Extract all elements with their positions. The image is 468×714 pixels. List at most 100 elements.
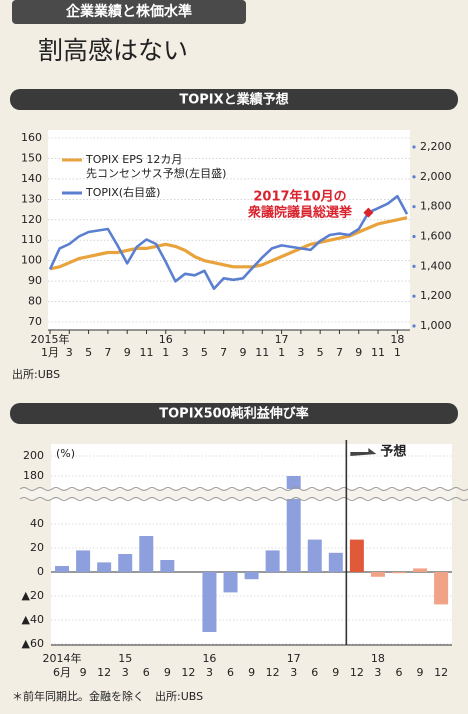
y-tick-label: 200 (23, 449, 44, 462)
x-tick-label: 12 (350, 666, 364, 679)
x-tick-label: 6 (395, 666, 402, 679)
y-tick-label: 110 (21, 233, 42, 246)
x-year-label: 18 (390, 333, 404, 346)
y-tick-label: ▲40 (22, 613, 44, 626)
bar (244, 572, 259, 580)
bar (97, 562, 112, 572)
x-tick-label: 9 (124, 346, 131, 359)
bar (307, 539, 322, 572)
header-tag: 企業業績と株価水準 (66, 3, 192, 20)
y-tick-label: 140 (21, 172, 42, 185)
break-wave (19, 497, 468, 501)
y2-tick-mark (412, 324, 416, 328)
bar (139, 536, 154, 572)
x-tick-label: 3 (182, 346, 189, 359)
y2-tick-mark (412, 294, 416, 298)
y-tick-label: ▲60 (22, 637, 44, 650)
x-tick-label: 11 (139, 346, 153, 359)
chart1-title: TOPIXと業績予想 (179, 92, 288, 108)
x-year-label: 2015年 (31, 332, 70, 346)
chart2-banner (10, 403, 458, 424)
x-tick-label: 6 (227, 666, 234, 679)
y-tick-label: 120 (21, 213, 42, 226)
legend-label: TOPIX EPS 12カ月先コンセンサス予想(左目盛) (85, 153, 226, 180)
y-tick-label: 180 (23, 469, 44, 482)
x-tick-label: 12 (181, 666, 195, 679)
x-tick-label: 5 (85, 346, 92, 359)
x-year-label: 16 (159, 333, 173, 346)
x-year-label: 2014年 (43, 651, 82, 665)
x-tick-label: 11 (255, 346, 269, 359)
bar (349, 539, 364, 572)
bar (413, 568, 428, 572)
plot-area (51, 444, 452, 645)
bar (76, 550, 91, 572)
x-tick-label: 3 (66, 346, 73, 359)
bar (391, 572, 406, 574)
source: 出所:UBS (12, 367, 60, 381)
x-tick-label: 9 (332, 666, 339, 679)
break-wave (19, 487, 468, 491)
x-tick-label: 3 (206, 666, 213, 679)
y-tick-label: 150 (21, 151, 42, 164)
series-line (49, 216, 408, 271)
x-tick-label: 1 (394, 346, 401, 359)
x-year-label: 17 (287, 652, 301, 665)
y-tick-label: 130 (21, 192, 42, 205)
y2-tick-mark (412, 175, 416, 179)
bar (265, 550, 280, 572)
series-line (48, 194, 409, 290)
x-tick-label: 11 (371, 346, 385, 359)
headline: 割高感はない (38, 36, 188, 65)
y2-tick-label: 2,200 (420, 140, 452, 153)
annotation-text: 2017年10月の (253, 189, 346, 205)
y2-tick-mark (412, 145, 416, 149)
x-tick-label: 6月 (53, 666, 71, 679)
x-tick-label: 9 (248, 666, 255, 679)
x-year-label: 15 (118, 652, 132, 665)
annotation-text: 衆議院議員総選挙 (247, 205, 353, 221)
x-tick-label: 9 (355, 346, 362, 359)
header-tag-box (12, 0, 246, 24)
x-tick-label: 6 (311, 666, 318, 679)
x-year-label: 17 (275, 333, 289, 346)
y-tick-label: 20 (30, 541, 44, 554)
note: ＊前年同期比。金融を除く 出所:UBS (12, 689, 203, 703)
bar (118, 554, 133, 572)
x-tick-label: 9 (164, 666, 171, 679)
y2-tick-label: 1,400 (420, 259, 452, 272)
x-tick-label: 12 (266, 666, 280, 679)
x-tick-label: 12 (97, 666, 111, 679)
x-tick-label: 9 (80, 666, 87, 679)
y2-tick-mark (412, 234, 416, 239)
y-tick-label: 70 (28, 315, 42, 328)
x-tick-label: 9 (239, 346, 246, 359)
y-tick-label: 40 (30, 517, 44, 530)
y2-tick-label: 1,200 (420, 289, 452, 302)
x-tick-label: 1月 (41, 346, 59, 359)
y-tick-label: 0 (37, 565, 44, 578)
y-tick-label: 100 (21, 254, 42, 267)
chart2-title: TOPIX500純利益伸び率 (159, 406, 308, 422)
x-tick-label: 5 (317, 346, 324, 359)
forecast-arrow (350, 448, 377, 456)
x-tick-label: 1 (278, 346, 285, 359)
bar (223, 572, 238, 593)
y2-tick-mark (412, 205, 416, 209)
x-tick-label: 6 (143, 666, 150, 679)
bar (55, 566, 70, 572)
legend-label: TOPIX(右目盛) (85, 185, 160, 199)
x-tick-label: 1 (162, 346, 169, 359)
x-tick-label: 7 (336, 346, 343, 359)
y-tick-label: ▲20 (22, 589, 44, 602)
x-year-label: 18 (371, 652, 385, 665)
bar (370, 572, 385, 577)
annotation-marker (363, 207, 374, 218)
axis-break (20, 489, 456, 499)
y2-tick-mark (412, 264, 416, 268)
x-tick-label: 5 (201, 346, 208, 359)
bar (434, 572, 449, 605)
x-tick-label: 12 (434, 666, 448, 679)
x-tick-label: 3 (290, 666, 297, 679)
